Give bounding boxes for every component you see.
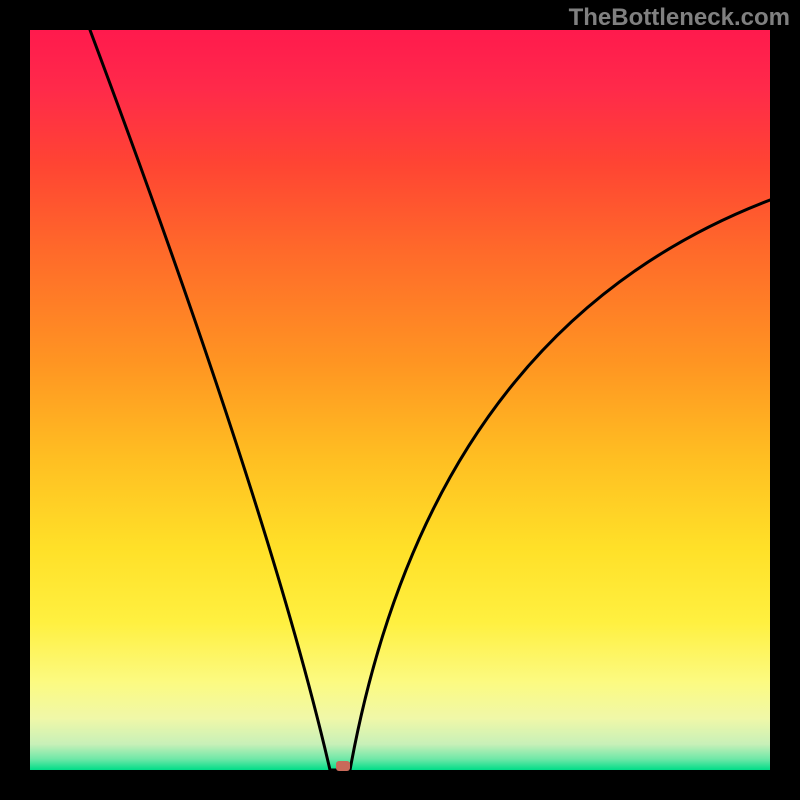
optimal-marker: [336, 761, 350, 771]
plot-area: [30, 30, 770, 770]
watermark-text: TheBottleneck.com: [569, 4, 790, 32]
chart-canvas: TheBottleneck.com: [0, 0, 800, 800]
bottleneck-curve: [30, 30, 770, 770]
